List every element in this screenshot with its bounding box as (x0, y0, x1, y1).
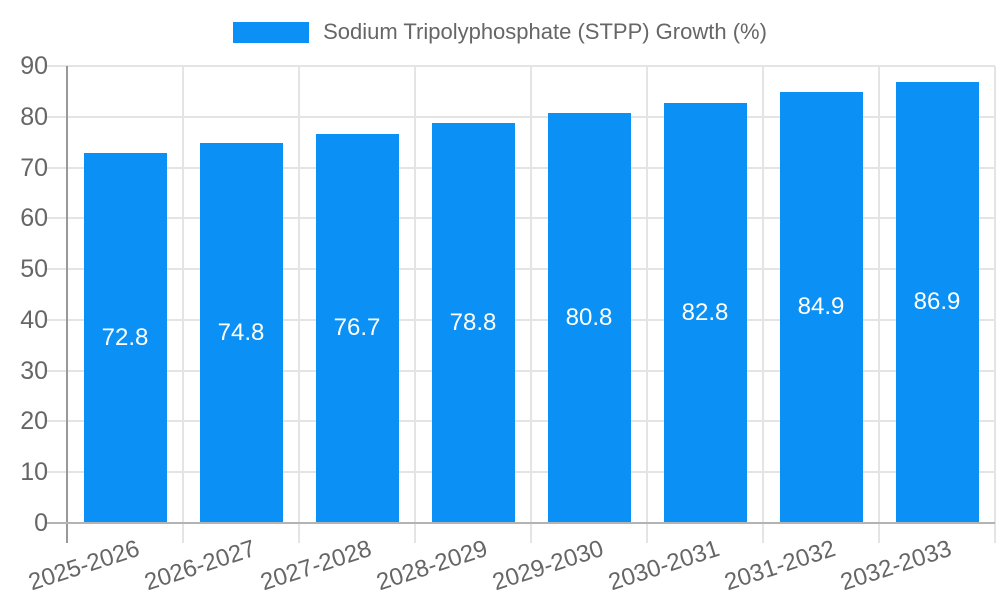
gridline-y (47, 318, 995, 321)
bar[interactable]: 74.8 (199, 143, 283, 523)
x-tick-label: 2028-2029 (373, 535, 492, 597)
y-axis-line (66, 66, 68, 543)
gridline-y (47, 471, 995, 474)
bar-value-label: 80.8 (565, 303, 613, 331)
gridline-x (298, 66, 300, 543)
bar[interactable]: 80.8 (547, 112, 631, 523)
gridline-x (762, 66, 764, 543)
gridline-y (47, 217, 995, 220)
gridline-x (646, 66, 648, 543)
bar-value-label: 74.8 (217, 319, 265, 347)
gridline-y (47, 166, 995, 169)
bar[interactable]: 86.9 (895, 81, 979, 523)
gridline-y (47, 369, 995, 372)
bar-value-label: 78.8 (449, 308, 497, 336)
bar[interactable]: 82.8 (663, 102, 747, 523)
x-tick-label: 2029-2030 (489, 535, 608, 597)
y-tick-label: 30 (20, 356, 48, 385)
x-tick-label: 2026-2027 (141, 535, 260, 597)
y-tick-label: 20 (20, 407, 48, 436)
bar-value-label: 72.8 (101, 324, 149, 352)
x-tick-label: 2027-2028 (257, 535, 376, 597)
x-tick-label: 2032-2033 (837, 535, 956, 597)
gridline-x (182, 66, 184, 543)
bar[interactable]: 76.7 (315, 133, 399, 523)
y-tick-label: 40 (20, 305, 48, 334)
x-tick-label: 2031-2032 (721, 535, 840, 597)
bar-value-label: 82.8 (681, 298, 729, 326)
x-tick-label: 2030-2031 (605, 535, 724, 597)
bar[interactable]: 72.8 (83, 153, 167, 523)
bar[interactable]: 84.9 (779, 91, 863, 523)
x-axis-line (47, 522, 995, 524)
gridline-y (47, 420, 995, 423)
gridline-x (878, 66, 880, 543)
plot-area: 0 10 20 30 40 50 60 70 80 90 72.8 74.8 76.7 78.8 80.8 8… (20, 53, 996, 596)
gridline-x (414, 66, 416, 543)
bar-value-label: 84.9 (797, 293, 845, 321)
legend-swatch (233, 21, 310, 43)
y-tick-label: 10 (20, 458, 48, 487)
chart-legend[interactable]: Sodium Tripolyphosphate (STPP) Growth (%… (0, 19, 1000, 45)
gridline-y (47, 65, 995, 67)
bar-value-label: 86.9 (913, 288, 961, 316)
bar-value-label: 76.7 (333, 314, 381, 342)
x-tick-label: 2025-2026 (25, 535, 144, 597)
y-tick-label: 0 (34, 509, 48, 537)
legend-label: Sodium Tripolyphosphate (STPP) Growth (%… (323, 19, 767, 44)
y-tick-label: 80 (20, 102, 48, 131)
bar[interactable]: 78.8 (431, 122, 515, 523)
y-tick-label: 50 (20, 255, 48, 284)
y-tick-label: 90 (20, 52, 48, 80)
gridline-x (994, 66, 996, 543)
y-tick-label: 70 (20, 153, 48, 182)
gridline-y (47, 268, 995, 271)
y-tick-label: 60 (20, 204, 48, 233)
gridline-y (47, 115, 995, 118)
gridline-x (530, 66, 532, 543)
